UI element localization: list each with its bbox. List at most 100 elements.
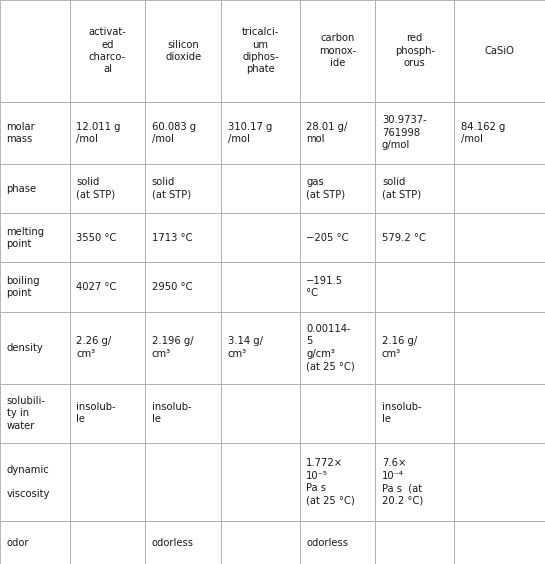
Bar [70, 443, 146, 521]
Bar [454, 102, 545, 164]
Text: 3.14 g/
cm³: 3.14 g/ cm³ [228, 336, 263, 359]
Text: 30.9737-
761998
g/mol: 30.9737- 761998 g/mol [382, 116, 427, 150]
Text: −205 °C: −205 °C [306, 233, 349, 243]
Bar [146, 0, 221, 102]
Bar [300, 102, 376, 164]
Bar [146, 443, 221, 521]
Bar [0, 0, 70, 102]
Bar [146, 102, 221, 164]
Text: dynamic

viscosity: dynamic viscosity [7, 465, 50, 500]
Text: molar
mass: molar mass [7, 122, 35, 144]
Text: 84.162 g
/mol: 84.162 g /mol [461, 122, 505, 144]
Bar [376, 213, 454, 262]
Text: boiling
point: boiling point [7, 276, 40, 298]
Bar [70, 262, 146, 311]
Bar [376, 262, 454, 311]
Bar [0, 164, 70, 213]
Bar [146, 164, 221, 213]
Text: 7.6×
10⁻⁴
Pa s  (at
20.2 °C): 7.6× 10⁻⁴ Pa s (at 20.2 °C) [382, 459, 423, 505]
Bar [454, 164, 545, 213]
Bar [70, 521, 146, 564]
Bar [146, 521, 221, 564]
Bar [221, 102, 300, 164]
Text: CaSiO: CaSiO [485, 46, 514, 56]
Bar [146, 262, 221, 311]
Bar [376, 384, 454, 443]
Text: 1713 °C: 1713 °C [152, 233, 192, 243]
Text: red
phosph-
orus: red phosph- orus [395, 33, 435, 68]
Bar [70, 311, 146, 384]
Bar [300, 262, 376, 311]
Bar [376, 102, 454, 164]
Text: 3550 °C: 3550 °C [76, 233, 117, 243]
Bar [0, 102, 70, 164]
Bar [300, 0, 376, 102]
Bar [376, 311, 454, 384]
Bar [376, 521, 454, 564]
Bar [454, 443, 545, 521]
Text: 2.196 g/
cm³: 2.196 g/ cm³ [152, 336, 193, 359]
Bar [0, 384, 70, 443]
Text: 12.011 g
/mol: 12.011 g /mol [76, 122, 120, 144]
Text: solid
(at STP): solid (at STP) [152, 177, 191, 200]
Text: odorless: odorless [306, 537, 348, 548]
Text: melting
point: melting point [7, 227, 45, 249]
Bar [376, 164, 454, 213]
Bar [376, 443, 454, 521]
Bar [146, 213, 221, 262]
Text: solid
(at STP): solid (at STP) [76, 177, 116, 200]
Text: odor: odor [7, 537, 29, 548]
Text: silicon
dioxide: silicon dioxide [165, 39, 201, 62]
Bar [300, 164, 376, 213]
Bar [221, 262, 300, 311]
Text: solubili-
ty in
water: solubili- ty in water [7, 396, 46, 430]
Bar [0, 521, 70, 564]
Bar [454, 213, 545, 262]
Bar [300, 521, 376, 564]
Text: 2.26 g/
cm³: 2.26 g/ cm³ [76, 336, 111, 359]
Bar [70, 102, 146, 164]
Text: 579.2 °C: 579.2 °C [382, 233, 426, 243]
Text: odorless: odorless [152, 537, 194, 548]
Bar [221, 213, 300, 262]
Bar [300, 443, 376, 521]
Text: insolub-
le: insolub- le [152, 402, 191, 424]
Text: insolub-
le: insolub- le [382, 402, 422, 424]
Bar [0, 443, 70, 521]
Bar [70, 0, 146, 102]
Bar [454, 521, 545, 564]
Text: insolub-
le: insolub- le [76, 402, 116, 424]
Bar [454, 262, 545, 311]
Text: phase: phase [7, 183, 37, 193]
Text: 310.17 g
/mol: 310.17 g /mol [228, 122, 272, 144]
Text: 2950 °C: 2950 °C [152, 282, 192, 292]
Bar [221, 443, 300, 521]
Bar [146, 311, 221, 384]
Bar [0, 311, 70, 384]
Text: 28.01 g/
mol: 28.01 g/ mol [306, 122, 348, 144]
Bar [376, 0, 454, 102]
Bar [300, 384, 376, 443]
Bar [221, 521, 300, 564]
Bar [300, 311, 376, 384]
Text: 2.16 g/
cm³: 2.16 g/ cm³ [382, 336, 417, 359]
Text: 1.772×
10⁻⁵
Pa s
(at 25 °C): 1.772× 10⁻⁵ Pa s (at 25 °C) [306, 459, 355, 505]
Text: −191.5
°C: −191.5 °C [306, 276, 343, 298]
Bar [0, 262, 70, 311]
Text: tricalci-
um
diphos-
phate: tricalci- um diphos- phate [241, 27, 279, 74]
Bar [0, 213, 70, 262]
Text: 4027 °C: 4027 °C [76, 282, 117, 292]
Bar [221, 311, 300, 384]
Bar [454, 0, 545, 102]
Text: solid
(at STP): solid (at STP) [382, 177, 421, 200]
Text: density: density [7, 342, 43, 352]
Bar [70, 164, 146, 213]
Bar [454, 384, 545, 443]
Bar [454, 311, 545, 384]
Bar [221, 384, 300, 443]
Bar [221, 0, 300, 102]
Bar [221, 164, 300, 213]
Text: 0.00114-
5
g/cm³
(at 25 °C): 0.00114- 5 g/cm³ (at 25 °C) [306, 324, 355, 371]
Text: 60.083 g
/mol: 60.083 g /mol [152, 122, 196, 144]
Bar [146, 384, 221, 443]
